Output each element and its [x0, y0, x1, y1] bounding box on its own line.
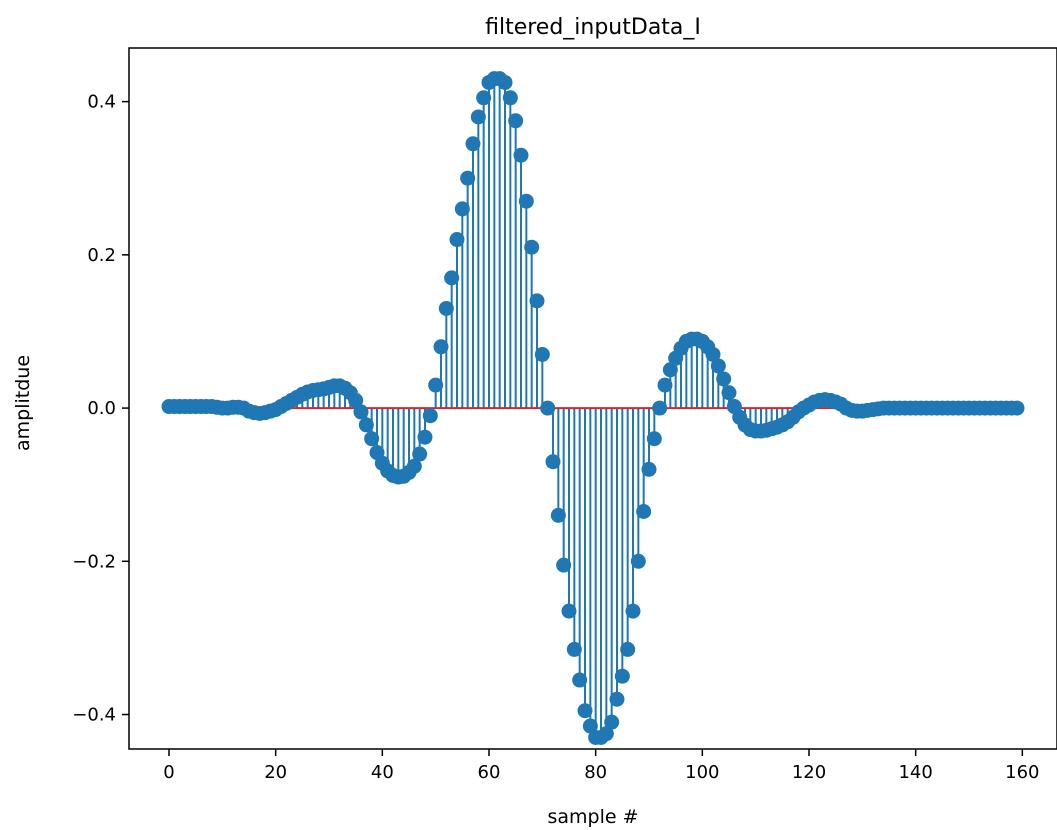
stem-marker — [561, 603, 577, 619]
stem-marker — [1009, 400, 1025, 416]
stem-marker — [497, 74, 513, 90]
stem-marker — [348, 392, 364, 408]
stem-marker — [513, 147, 529, 163]
stem-markers — [161, 71, 1025, 746]
x-tick-label: 0 — [163, 762, 174, 783]
stem-marker — [454, 201, 470, 217]
stem-marker — [444, 270, 460, 286]
x-tick-label: 60 — [478, 762, 501, 783]
stem-marker — [422, 408, 438, 424]
y-tick-label: −0.4 — [72, 705, 116, 726]
y-axis-label: amplitdue — [12, 355, 34, 451]
stem-marker — [614, 668, 630, 684]
stem-marker — [641, 461, 657, 477]
y-tick-label: −0.2 — [72, 551, 116, 572]
stem-marker — [710, 358, 726, 374]
stem-marker — [716, 371, 732, 387]
x-tick-label: 100 — [685, 762, 719, 783]
stem-marker — [470, 109, 486, 125]
stem-marker — [476, 90, 492, 106]
stem-marker — [364, 431, 380, 447]
stem-marker — [428, 377, 444, 393]
x-tick-label: 160 — [1005, 762, 1039, 783]
stem-marker — [662, 362, 678, 378]
stem-marker — [577, 703, 593, 719]
plot-frame — [128, 47, 1057, 750]
chart-title: filtered_inputData_I — [485, 15, 701, 40]
stem-marker — [449, 232, 465, 248]
stem-marker — [657, 377, 673, 393]
stem-marker — [566, 641, 582, 657]
stem-marker — [582, 718, 598, 734]
stem-marker — [556, 557, 572, 573]
stem-marker — [721, 385, 737, 401]
stem-marker — [433, 339, 449, 355]
stem-marker — [465, 136, 481, 152]
stem-marker — [540, 400, 556, 416]
stem-marker — [620, 641, 636, 657]
stem-marker — [353, 404, 369, 420]
stem-marker — [550, 507, 566, 523]
x-tick-label: 140 — [898, 762, 932, 783]
stem-marker — [545, 454, 561, 470]
y-tick-label: 0.0 — [87, 398, 116, 419]
stem-marker — [438, 300, 454, 316]
stem-marker — [646, 431, 662, 447]
stem-marker — [572, 672, 588, 688]
x-axis-ticks: 0 20 40 60 80 100 120 140 160 — [163, 749, 1040, 783]
y-axis-ticks: −0.4 −0.2 0.0 0.2 0.4 — [72, 92, 129, 726]
stem-marker — [630, 553, 646, 569]
stem-marker — [652, 400, 668, 416]
stem-marker — [625, 603, 641, 619]
stem-marker — [604, 714, 620, 730]
stem-marker — [406, 458, 422, 474]
stem-marker — [524, 239, 540, 255]
stem-marker — [636, 504, 652, 520]
x-tick-label: 40 — [371, 762, 394, 783]
stem-marker — [598, 726, 614, 742]
stem-marker — [358, 417, 374, 433]
stem-marker — [417, 429, 433, 445]
x-tick-label: 20 — [264, 762, 287, 783]
stem-marker — [502, 90, 518, 106]
x-tick-label: 120 — [792, 762, 826, 783]
x-tick-label: 80 — [584, 762, 607, 783]
stem-marker — [609, 691, 625, 707]
stem-marker — [412, 446, 428, 462]
stem-marker — [508, 113, 524, 129]
stem-marker — [460, 170, 476, 186]
stem-marker — [529, 293, 545, 309]
x-axis-label: sample # — [547, 806, 638, 828]
stem-marker — [518, 193, 534, 209]
y-tick-label: 0.2 — [87, 245, 116, 266]
y-tick-label: 0.4 — [87, 92, 116, 113]
stem-marker — [534, 346, 550, 362]
stem-marker — [705, 346, 721, 362]
